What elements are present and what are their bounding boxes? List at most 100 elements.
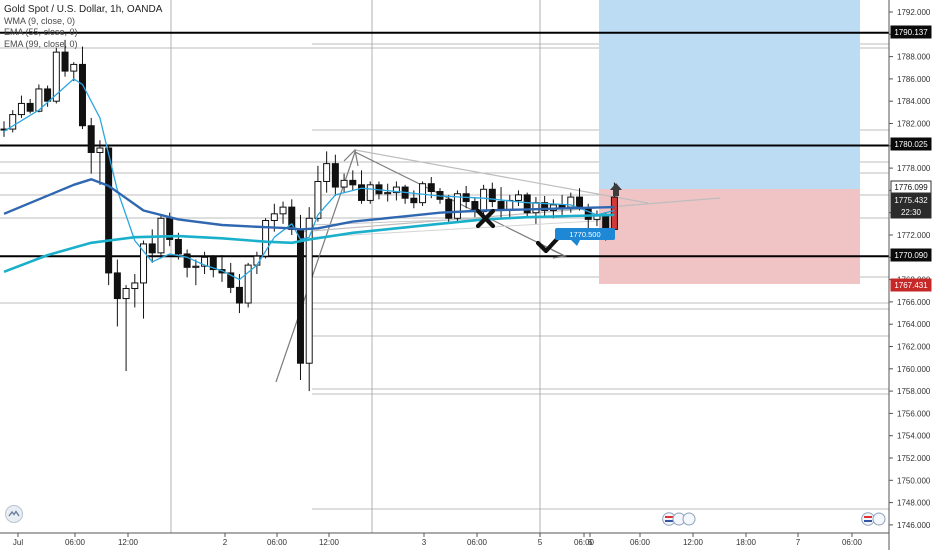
- candle: [61, 39, 69, 77]
- candle: [35, 84, 43, 113]
- price-label-6: 1767.431: [890, 278, 932, 292]
- y-tick-label: 1760.000: [897, 365, 931, 374]
- x-tick-label: 6: [588, 538, 593, 547]
- price-label-3: 1775.432: [890, 193, 932, 207]
- ma-line-0: [3, 78, 615, 281]
- candle: [532, 197, 540, 224]
- price-labels: 1790.137 1780.025 1776.099 1775.432 22:30 177…: [890, 25, 932, 292]
- candle: [384, 183, 392, 202]
- candle: [497, 187, 505, 220]
- price-label-0: 1790.137: [890, 25, 932, 39]
- candle: [305, 207, 313, 392]
- y-tick-label: 1778.000: [897, 164, 931, 173]
- events-icon-2[interactable]: [861, 512, 887, 526]
- candle: [401, 184, 409, 204]
- ma-line-2: [3, 213, 615, 274]
- candle: [541, 195, 549, 217]
- arrow-up-icon: [610, 183, 622, 196]
- candle: [349, 170, 357, 191]
- logo-icon: [5, 505, 23, 523]
- candle: [358, 170, 366, 204]
- x-tick-label: 06:00: [630, 538, 651, 547]
- x-tick-label: 06:00: [267, 538, 288, 547]
- price-label-text: 1767.431: [894, 281, 928, 290]
- price-marker: 1770.500: [555, 228, 615, 246]
- candle: [331, 154, 339, 196]
- candle: [122, 285, 130, 372]
- x-tick-label: 12:00: [683, 538, 704, 547]
- price-label-1: 1780.025: [890, 137, 932, 151]
- y-tick-label: 1756.000: [897, 409, 931, 418]
- candle: [218, 255, 226, 282]
- y-tick-label: 1762.000: [897, 343, 931, 352]
- x-tick-label: 3: [422, 538, 427, 547]
- candle: [209, 255, 217, 278]
- candle: [131, 274, 139, 308]
- x-tick-label: Jul: [13, 538, 23, 547]
- y-tick-label: 1748.000: [897, 499, 931, 508]
- candle: [87, 117, 95, 174]
- candle: [44, 85, 52, 107]
- candle: [514, 190, 522, 207]
- y-tick-label: 1752.000: [897, 454, 931, 463]
- stop-zone: [599, 189, 860, 284]
- chart-legend: Gold Spot / U.S. Dollar, 1h, OANDA WMA (…: [4, 4, 162, 50]
- price-marker-label: 1770.500: [569, 230, 600, 239]
- candle: [279, 201, 287, 224]
- arrow-head-lower: [551, 249, 568, 259]
- y-tick-label: 1784.000: [897, 97, 931, 106]
- x-tick-label: 06:00: [65, 538, 86, 547]
- candle: [140, 240, 148, 319]
- arrow-head-upper: [343, 148, 359, 167]
- x-tick-label: 7: [796, 538, 801, 547]
- symbol-title: Gold Spot / U.S. Dollar, 1h, OANDA: [4, 4, 163, 15]
- x-tick-label: 06:00: [467, 538, 488, 547]
- x-tick-label: 5: [538, 538, 543, 547]
- cross-icon: [475, 208, 496, 229]
- price-label-text: 1770.090: [894, 251, 928, 260]
- y-tick-label: 1792.000: [897, 8, 931, 17]
- candle: [70, 62, 78, 82]
- x-tick-label: 18:00: [736, 538, 757, 547]
- candle: [340, 173, 348, 193]
- candle: [78, 46, 86, 130]
- candle: [262, 218, 270, 259]
- trend-line-upper: [354, 149, 649, 204]
- candle: [366, 181, 374, 204]
- y-tick-label: 1754.000: [897, 432, 931, 441]
- price-label-5: 1770.090: [890, 248, 932, 262]
- x-tick-label: 12:00: [319, 538, 340, 547]
- candle: [96, 140, 104, 185]
- trend-line-fourth: [299, 219, 613, 239]
- price-label-text: 1776.099: [894, 183, 928, 192]
- candle: [314, 165, 322, 222]
- check-icon: [535, 235, 561, 254]
- time-axis[interactable]: Jul 06:00 12:00 2 06:00 12:00 3 06:00 5 06:006 06:…: [13, 533, 863, 547]
- y-tick-label: 1766.000: [897, 298, 931, 307]
- candle: [148, 229, 156, 263]
- candle: [244, 262, 252, 308]
- events-icon[interactable]: [662, 512, 696, 526]
- indicator-ema-55: EMA (55, close, 0): [4, 27, 78, 37]
- candle: [235, 274, 243, 314]
- y-tick-label: 1764.000: [897, 320, 931, 329]
- target-zone: [599, 0, 860, 189]
- price-label-text: 1780.025: [894, 140, 928, 149]
- candles: [0, 39, 618, 392]
- y-tick-label: 1750.000: [897, 476, 931, 485]
- candle: [453, 190, 461, 222]
- trade-marks: 1770.500: [475, 183, 622, 254]
- price-label-text: 1775.432: [894, 196, 928, 205]
- candle: [105, 144, 113, 286]
- candle: [445, 194, 453, 224]
- indicator-ema-99: EMA (99, close, 0): [4, 38, 78, 49]
- y-tick-label: 1746.000: [897, 521, 931, 530]
- y-tick-label: 1786.000: [897, 75, 931, 84]
- candle: [192, 259, 200, 286]
- x-tick-label: 06:00: [574, 538, 595, 547]
- y-tick-label: 1758.000: [897, 387, 931, 396]
- y-tick-label: 1772.000: [897, 231, 931, 240]
- candle: [523, 192, 531, 219]
